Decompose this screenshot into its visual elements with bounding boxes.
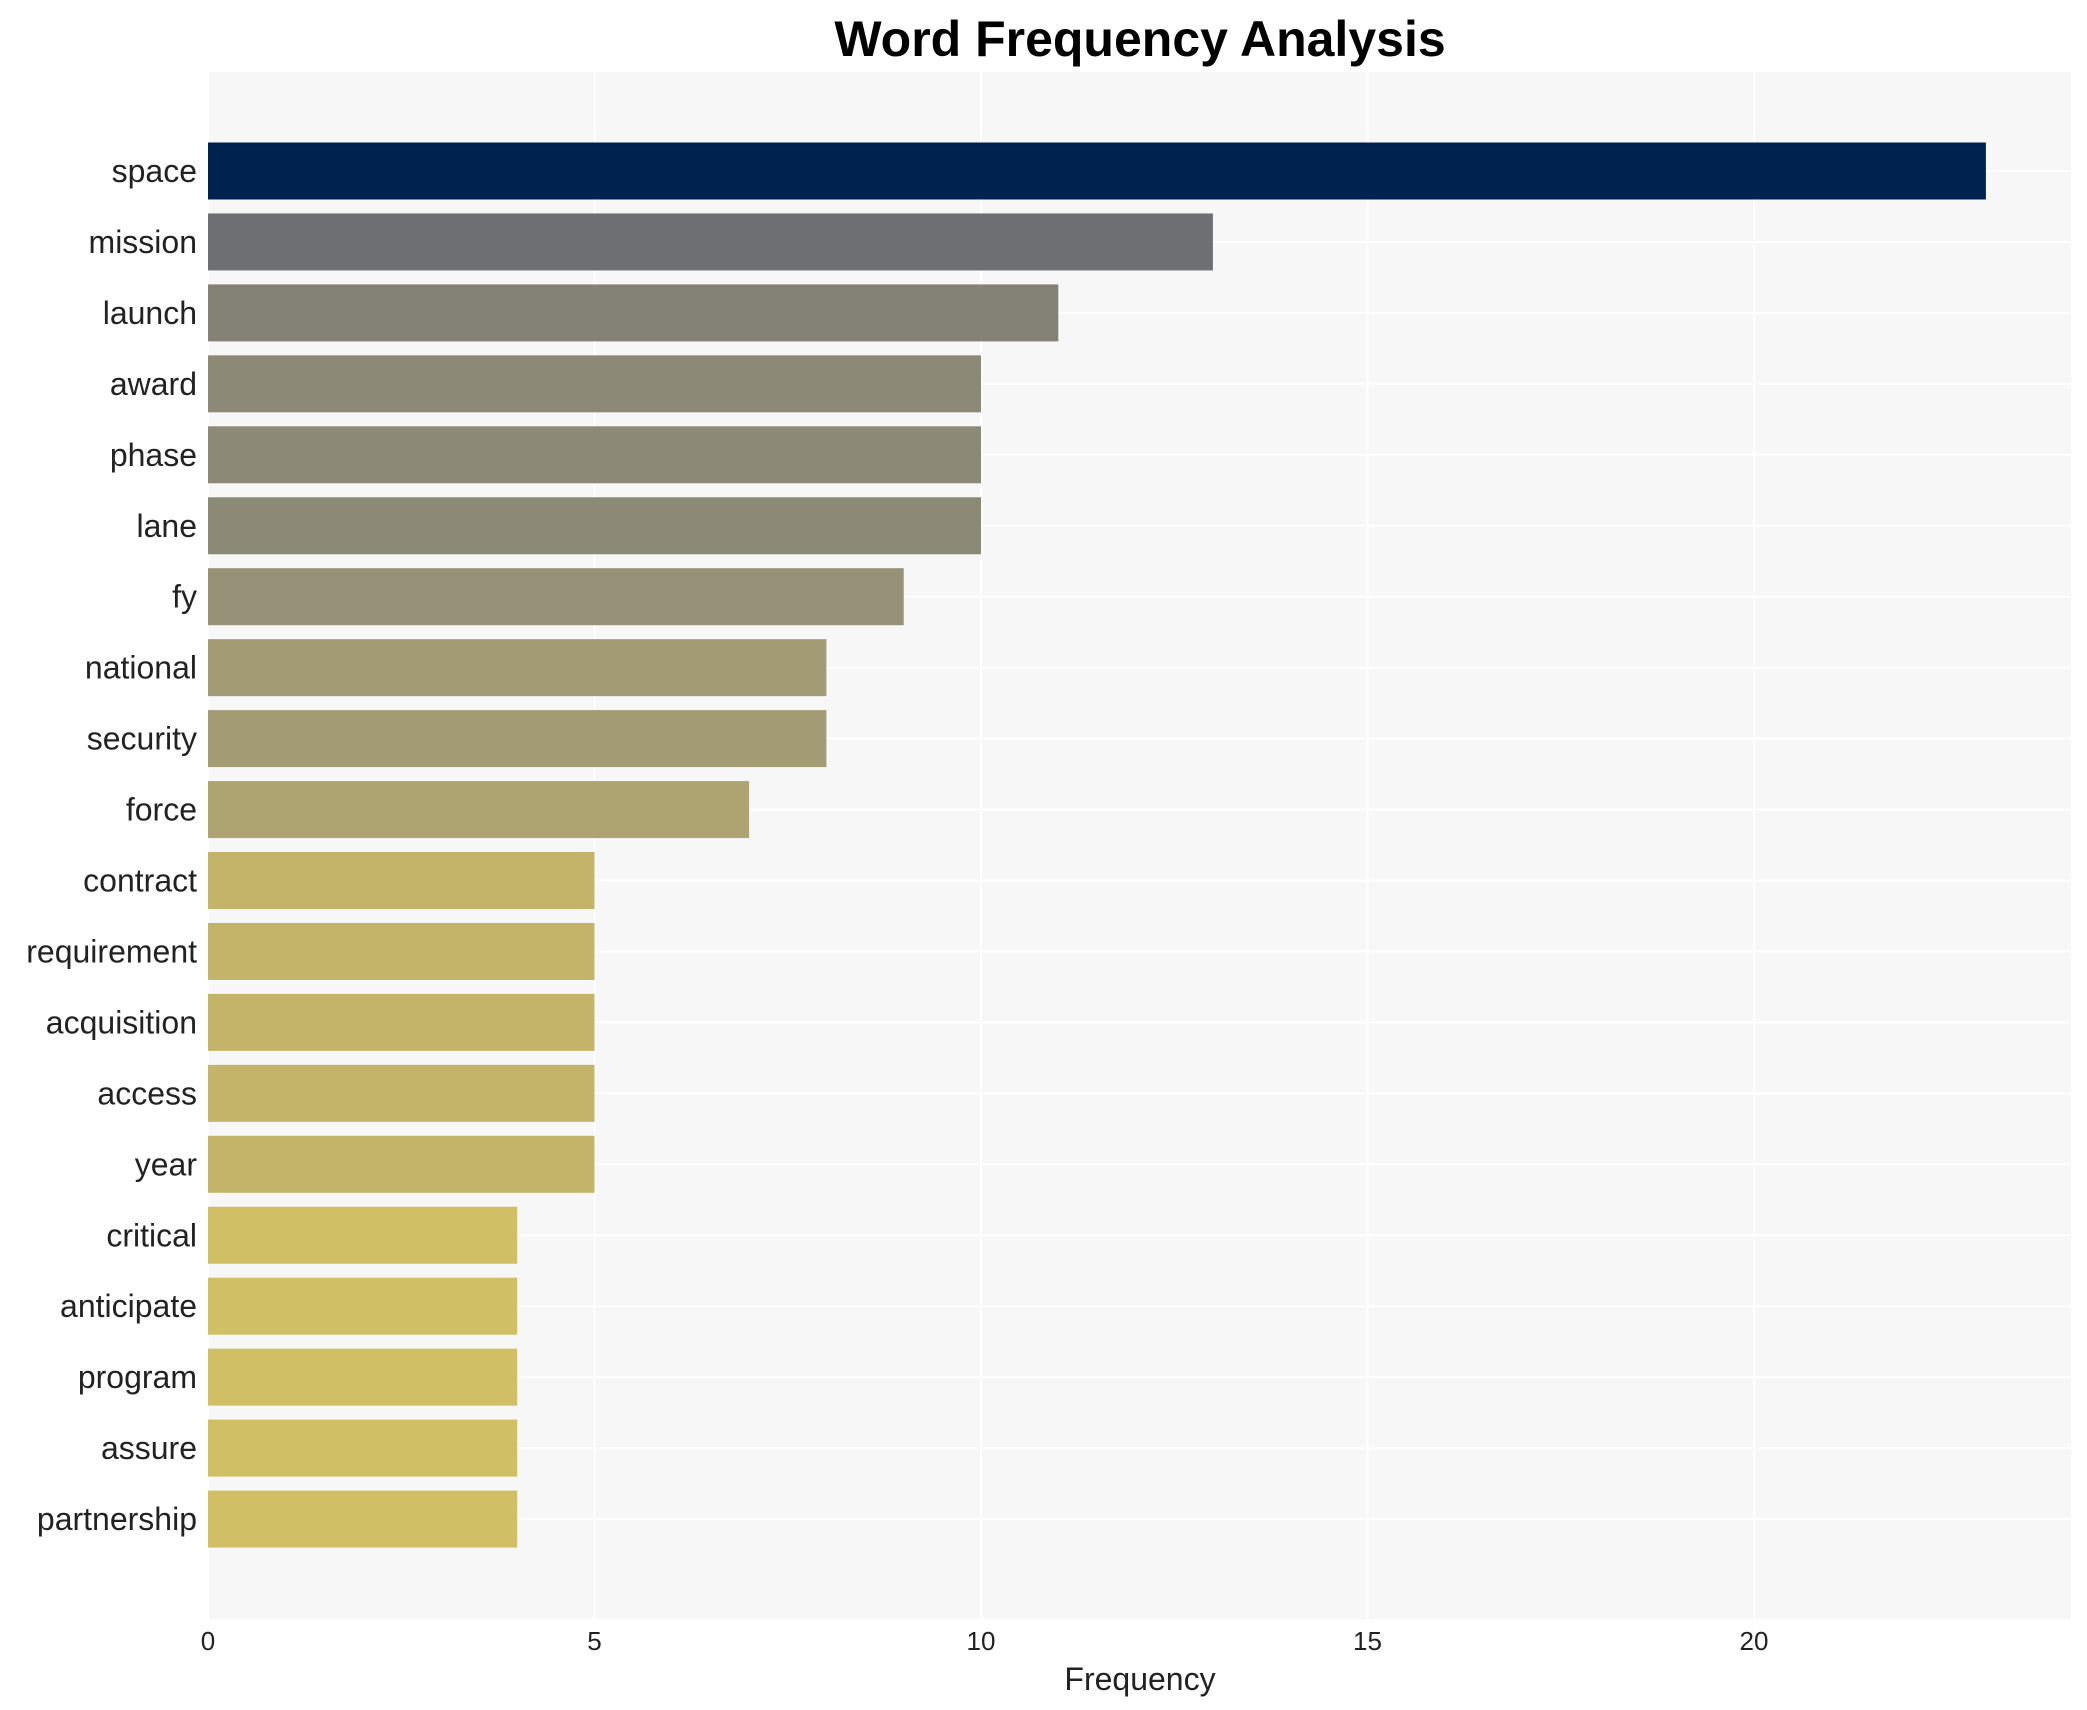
category-label-access: access bbox=[97, 1075, 197, 1111]
chart-title: Word Frequency Analysis bbox=[834, 11, 1445, 67]
x-tick-label: 10 bbox=[967, 1626, 996, 1656]
x-tick-label: 5 bbox=[587, 1626, 601, 1656]
category-label-phase: phase bbox=[110, 437, 197, 473]
bar-partnership bbox=[208, 1490, 518, 1548]
bar-fy bbox=[208, 568, 904, 626]
category-label-launch: launch bbox=[103, 295, 197, 331]
bar-access bbox=[208, 1064, 595, 1122]
x-tick-labels: 0 5 10 15 20 bbox=[201, 1626, 1769, 1656]
bar-lane bbox=[208, 497, 981, 555]
category-label-lane: lane bbox=[137, 508, 198, 544]
bar-critical bbox=[208, 1206, 518, 1264]
category-label-partnership: partnership bbox=[37, 1501, 197, 1537]
category-label-contract: contract bbox=[83, 863, 197, 899]
bar-requirement bbox=[208, 922, 595, 980]
bar-phase bbox=[208, 426, 981, 484]
bars bbox=[208, 142, 1986, 1548]
x-tick-label: 15 bbox=[1353, 1626, 1382, 1656]
category-label-program: program bbox=[78, 1359, 197, 1395]
category-label-national: national bbox=[85, 650, 197, 686]
bar-mission bbox=[208, 213, 1213, 271]
bar-security bbox=[208, 710, 827, 768]
bar-national bbox=[208, 639, 827, 697]
bar-launch bbox=[208, 284, 1059, 342]
category-label-critical: critical bbox=[106, 1217, 197, 1253]
bar-assure bbox=[208, 1419, 518, 1477]
bar-acquisition bbox=[208, 993, 595, 1051]
category-label-anticipate: anticipate bbox=[60, 1288, 197, 1324]
category-label-security: security bbox=[87, 721, 197, 757]
category-label-assure: assure bbox=[101, 1430, 197, 1466]
bar-anticipate bbox=[208, 1277, 518, 1335]
category-label-force: force bbox=[126, 792, 197, 828]
bar-award bbox=[208, 355, 981, 413]
x-axis-title: Frequency bbox=[1064, 1661, 1215, 1697]
x-tick-label: 0 bbox=[201, 1626, 215, 1656]
category-labels: space mission launch award phase lane fy nation… bbox=[26, 153, 197, 1537]
category-label-acquisition: acquisition bbox=[46, 1004, 197, 1040]
category-label-space: space bbox=[112, 153, 197, 189]
bar-force bbox=[208, 781, 750, 839]
category-label-year: year bbox=[135, 1146, 198, 1182]
category-label-fy: fy bbox=[172, 579, 197, 615]
bar-year bbox=[208, 1135, 595, 1193]
category-label-mission: mission bbox=[89, 224, 197, 260]
bar-contract bbox=[208, 852, 595, 909]
category-label-requirement: requirement bbox=[26, 933, 197, 969]
x-tick-label: 20 bbox=[1740, 1626, 1769, 1656]
bar-program bbox=[208, 1348, 518, 1406]
category-label-award: award bbox=[110, 366, 197, 402]
bar-space bbox=[208, 142, 1986, 200]
